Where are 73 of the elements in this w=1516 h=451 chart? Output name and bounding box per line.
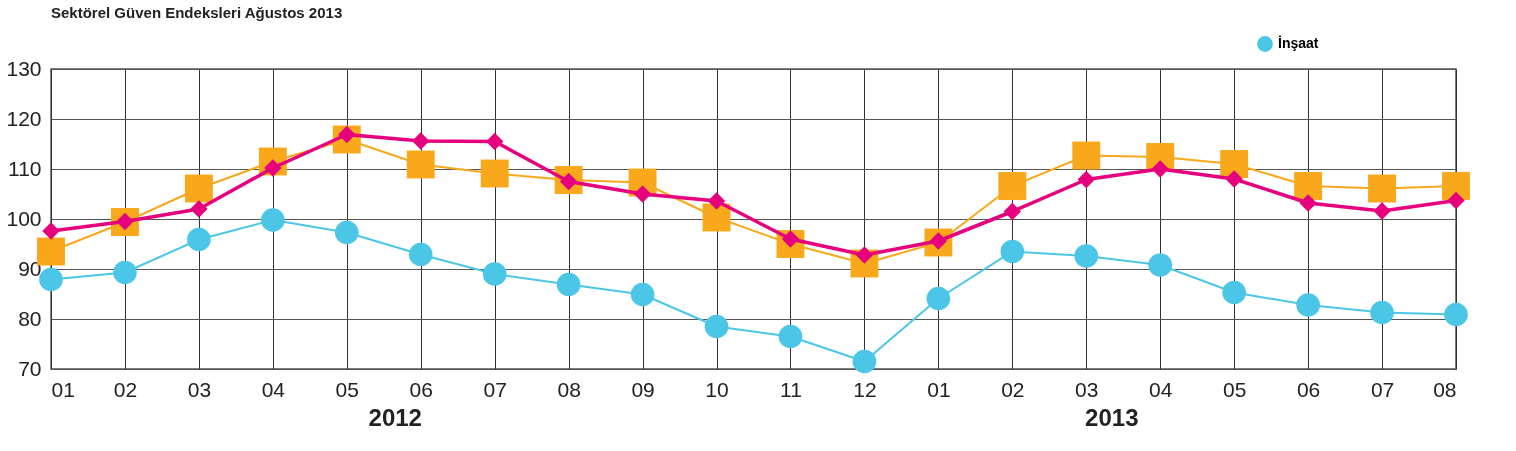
point [334,220,359,245]
point [707,192,726,210]
point [408,242,433,267]
point [1151,160,1169,178]
point [1072,141,1101,170]
y-tick-label: 120 [6,106,42,130]
x-tick-label: 10 [705,377,729,401]
point [1373,202,1391,220]
point [412,132,430,150]
x-tick-label: 11 [780,377,802,401]
point [39,267,63,292]
x-tick-label: 02 [1001,377,1025,401]
point [998,172,1027,200]
y-tick-label: 80 [18,306,42,330]
point [556,272,581,297]
point [482,262,507,286]
point [1368,174,1397,203]
point [1003,202,1021,221]
point [1442,172,1470,200]
y-tick-label: 70 [18,356,42,380]
x-tick-label: 04 [261,377,286,401]
point [704,314,729,339]
point [1444,302,1468,327]
x-tick-label: 06 [1296,377,1321,401]
x-tick-label: 03 [1075,377,1099,401]
x-tick-label: 05 [1222,377,1247,401]
text: 2012 [368,404,422,431]
point [778,324,803,349]
x-tick-label: 07 [483,377,507,401]
point [1225,170,1243,188]
point [184,174,213,203]
y-tick-label: 100 [6,206,42,230]
x-tick-label: 05 [335,377,359,401]
x-tick-label: 06 [409,377,433,401]
chart-title: Sektörel Güven Endeksleri Ağustos 2013 [51,4,343,21]
point [187,227,211,252]
point [926,286,951,311]
y-tick-label: 110 [8,156,42,180]
point [1222,280,1246,305]
point [1296,293,1320,317]
point [486,132,504,151]
point [42,222,60,240]
x-tick-label: 01 [927,377,951,401]
point [261,208,285,232]
x-tick-label: 08 [557,377,581,401]
x-tick-label: 09 [631,377,655,401]
x-tick-label: 12 [853,377,877,401]
x-tick-label: 04 [1149,377,1173,401]
point [480,159,509,188]
point [1220,150,1249,178]
point [1299,194,1317,212]
point [406,150,435,179]
x-tick-label: 01 [51,377,75,401]
point [1370,300,1394,325]
point [1148,253,1173,277]
point [852,349,877,374]
y-tick-label: 130 [6,56,42,80]
point [1447,191,1465,210]
x-tick-label: 03 [187,377,212,401]
point [1000,239,1025,264]
point [633,185,652,203]
x-tick-label: 07 [1370,377,1395,401]
point [1077,170,1095,189]
point [190,200,208,218]
legend-label: İnşaat [1278,35,1319,51]
text: 2013 [1085,404,1139,431]
point [113,260,137,285]
point [1074,244,1099,268]
point [1294,172,1323,200]
x-tick-label: 08 [1433,377,1457,401]
point [630,282,655,307]
y-tick-label: 90 [18,256,42,280]
x-tick-label: 02 [113,377,138,401]
